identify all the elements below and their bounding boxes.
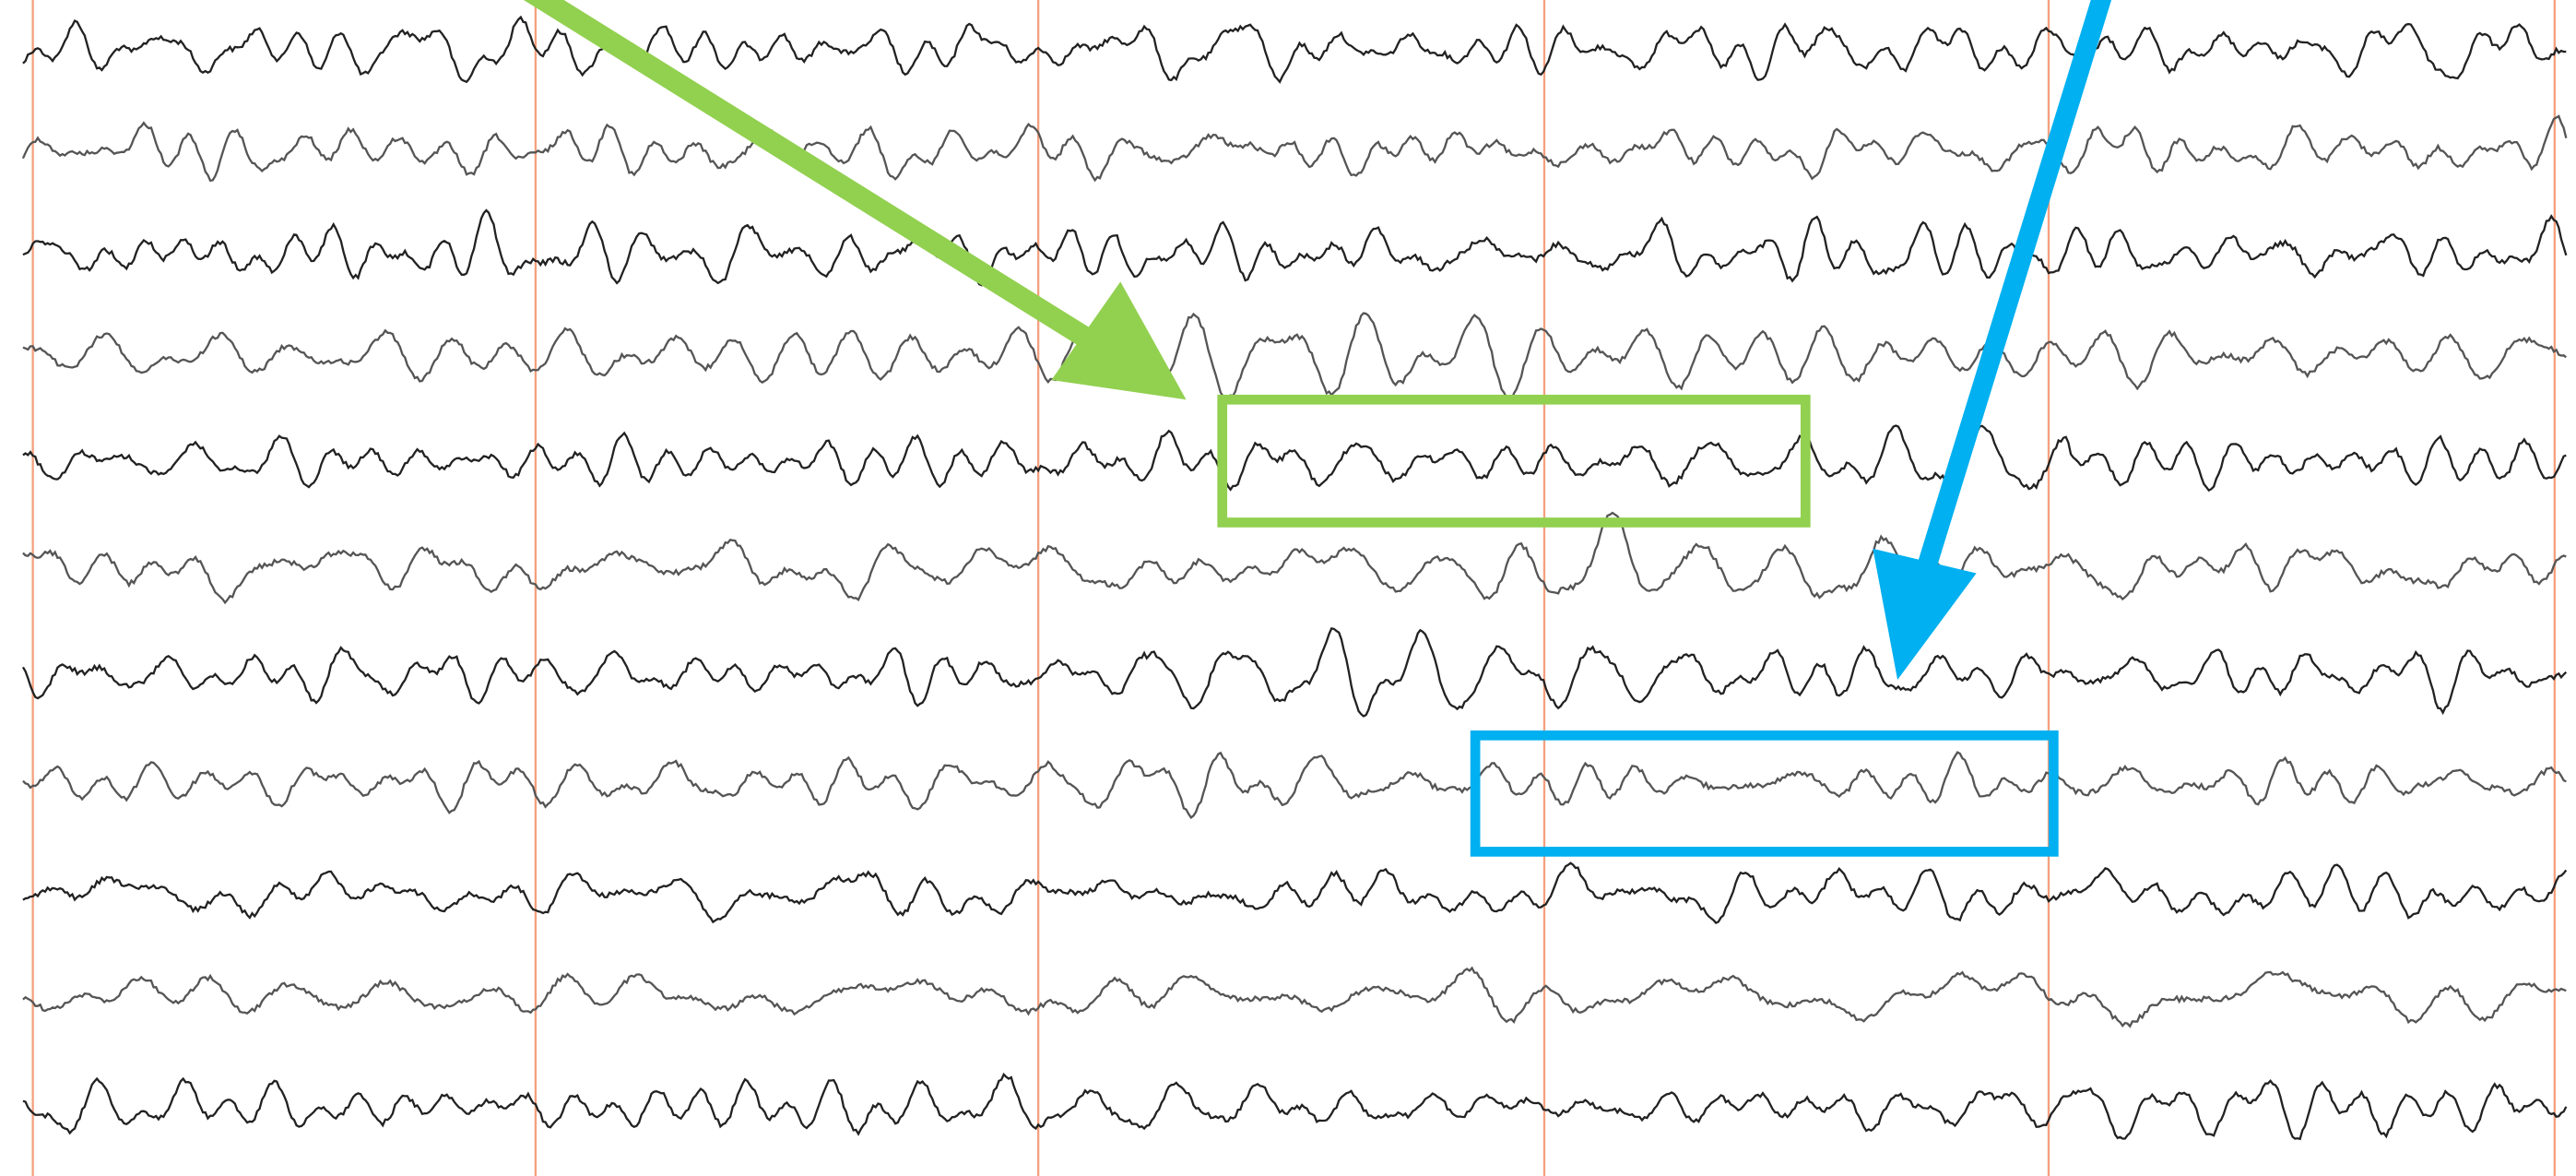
blue-box <box>1470 730 2059 857</box>
time-markers <box>31 0 2556 1176</box>
eeg-trace <box>22 312 2567 402</box>
green-box <box>1217 394 1811 528</box>
green-arrow-head <box>1051 281 1187 400</box>
eeg-trace <box>22 511 2567 605</box>
green-arrow-shaft <box>523 0 1115 362</box>
green-annotation <box>523 0 1811 528</box>
eeg-trace <box>21 627 2568 718</box>
eeg-trace <box>22 861 2568 925</box>
eeg-traces <box>21 15 2568 1141</box>
blue-arrow-head <box>1873 548 1977 680</box>
eeg-trace <box>22 424 2567 493</box>
blue-arrow-shaft <box>1912 0 2112 585</box>
eeg-trace <box>22 966 2567 1028</box>
eeg-trace <box>22 1072 2568 1141</box>
eeg-trace <box>21 114 2568 183</box>
eeg-trace <box>22 208 2568 287</box>
blue-annotation <box>1470 0 2112 857</box>
eeg-trace <box>22 15 2567 84</box>
eeg-trace <box>22 751 2567 820</box>
